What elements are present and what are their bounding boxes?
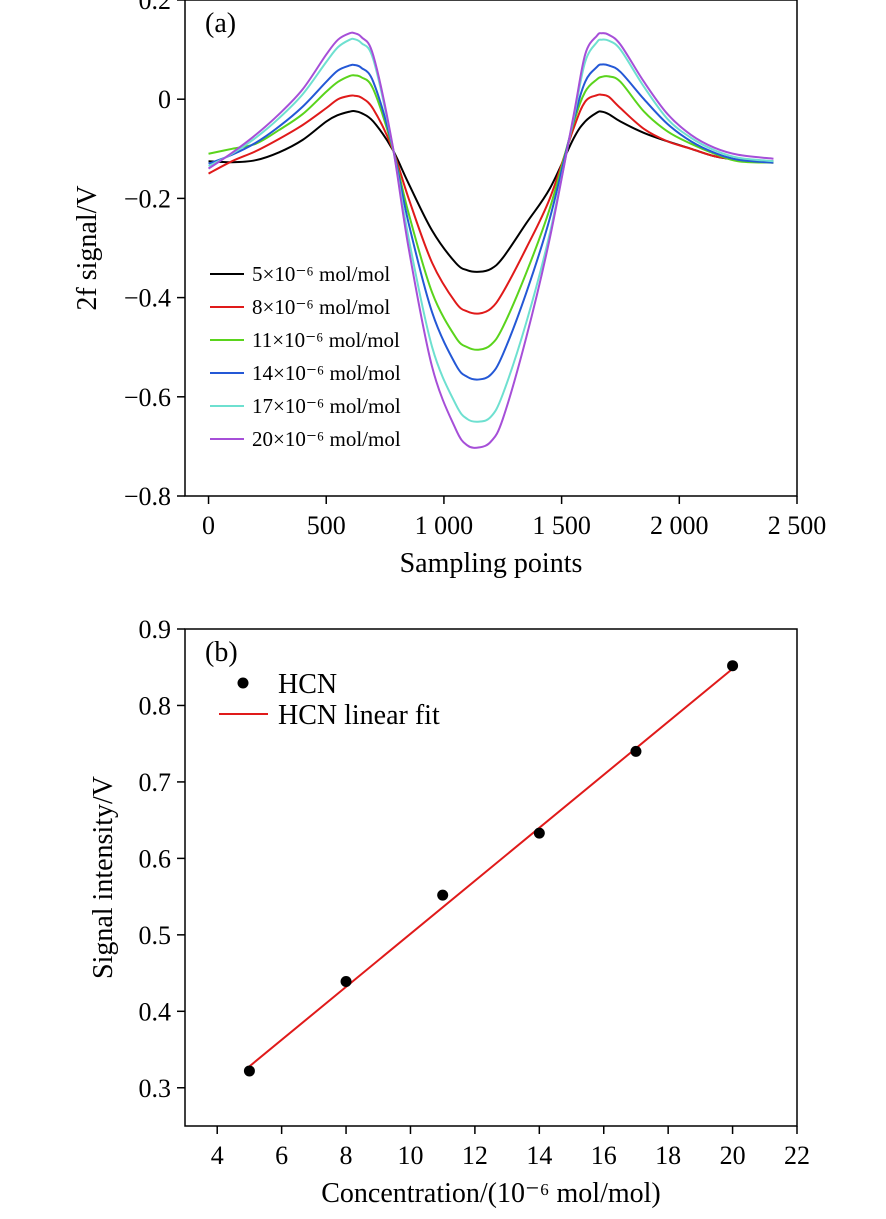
plot-frame (184, 0, 798, 497)
chart-panel-b: 0.9 0.8 0.7 0.6 0.5 0.4 0.3 4 6 8 10 12 14 16 18 20 22 Co… (88, 615, 810, 1209)
x-axis-label: Sampling points (400, 548, 583, 579)
x-tick-label: 2 500 (768, 511, 827, 540)
x-tick-label: 0 (202, 511, 215, 540)
data-point (533, 827, 545, 839)
data-point (340, 975, 352, 987)
series-line-6 (207, 31, 774, 449)
x-tick-label: 1 000 (415, 511, 474, 540)
data-point (243, 1065, 255, 1077)
x-tick-label: 4 (211, 1141, 224, 1170)
panel-label: (b) (205, 637, 238, 668)
plot-frame (184, 628, 798, 1127)
y-tick-label: 0 (158, 85, 171, 114)
y-tick-label: 0.7 (139, 768, 172, 797)
x-tick-label: 22 (784, 1141, 810, 1170)
x-tick-label: 6 (275, 1141, 288, 1170)
y-tick-label: 0.2 (139, 0, 172, 15)
x-tick-label: 10 (397, 1141, 423, 1170)
y-tick-label: −0.2 (124, 184, 171, 213)
legend-entry: 17×10⁻⁶ mol/mol (252, 394, 401, 418)
y-tick-label: −0.8 (124, 482, 171, 511)
series-line-3 (208, 74, 774, 351)
legend-entry: HCN (278, 669, 337, 700)
data-point (727, 660, 739, 672)
y-axis-label: Signal intensity/V (88, 776, 119, 979)
x-tick-label: 1 500 (532, 511, 591, 540)
series-line-5 (208, 37, 774, 423)
legend-entry: 11×10⁻⁶ mol/mol (252, 328, 400, 352)
legend-entry: 14×10⁻⁶ mol/mol (252, 361, 401, 385)
fit-line (248, 667, 734, 1068)
y-tick-label: 0.9 (139, 615, 172, 644)
data-point (630, 745, 642, 757)
x-tick-label: 14 (526, 1141, 552, 1170)
y-tick-label: 0.5 (139, 921, 172, 950)
panel-label: (a) (205, 8, 236, 39)
y-tick-label: 0.8 (139, 691, 172, 720)
x-tick-label: 500 (307, 511, 346, 540)
series-line-1 (208, 109, 774, 273)
x-tick-label: 8 (340, 1141, 353, 1170)
x-axis-label: Concentration/(10⁻⁶ mol/mol) (321, 1178, 661, 1209)
y-tick-label: −0.4 (124, 284, 171, 313)
x-tick-label: 20 (720, 1141, 746, 1170)
legend-marker (237, 677, 249, 689)
legend-entry: 20×10⁻⁶ mol/mol (252, 427, 401, 451)
chart-panel-a: 0.2 0 −0.2 −0.4 −0.6 −0.8 0 500 1 000 1 500 2 000 2… (72, 0, 826, 579)
y-tick-label: −0.6 (124, 383, 171, 412)
y-axis-label: 2f signal/V (72, 185, 103, 310)
series-line-4 (208, 63, 774, 381)
series-line-2 (208, 93, 774, 315)
x-tick-label: 18 (655, 1141, 681, 1170)
x-tick-label: 16 (591, 1141, 617, 1170)
y-tick-label: 0.6 (139, 844, 172, 873)
y-tick-label: 0.4 (139, 997, 172, 1026)
legend-entry: HCN linear fit (278, 700, 440, 731)
x-tick-label: 12 (462, 1141, 488, 1170)
legend-entry: 5×10⁻⁶ mol/mol (252, 262, 390, 286)
legend-entry: 8×10⁻⁶ mol/mol (252, 295, 390, 319)
y-tick-label: 0.3 (139, 1074, 172, 1103)
data-point (437, 889, 449, 901)
x-tick-label: 2 000 (650, 511, 709, 540)
